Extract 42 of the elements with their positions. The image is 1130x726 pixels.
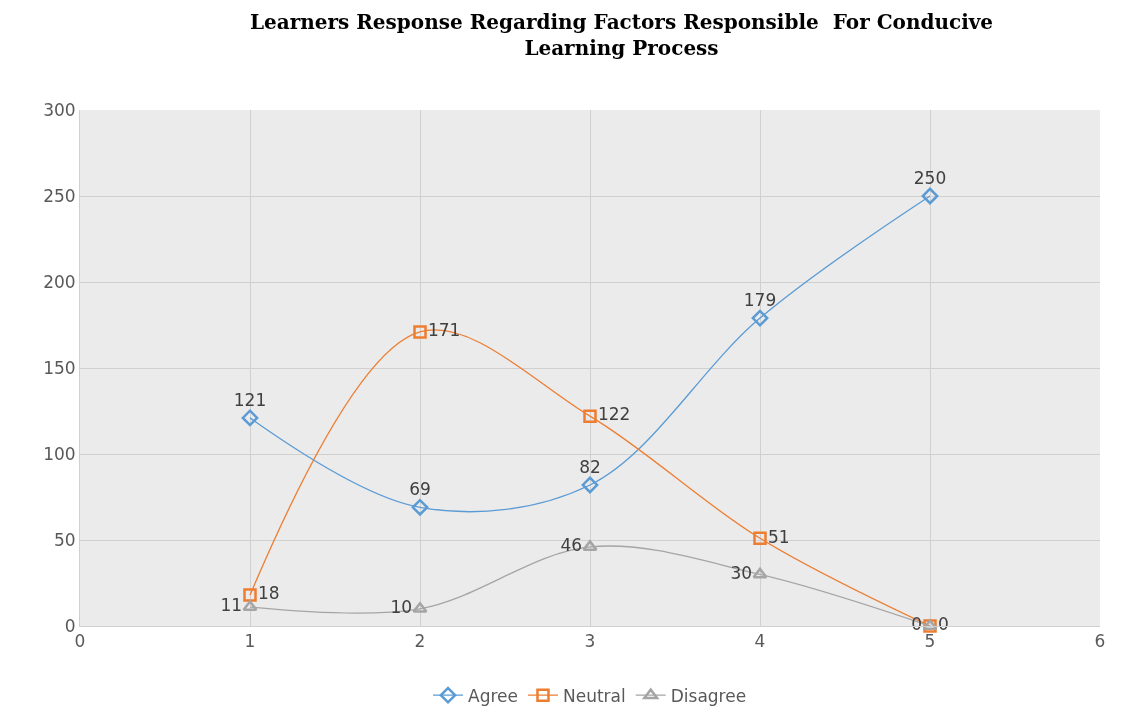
- point: [753, 531, 767, 546]
- legend-label: Neutral: [562, 685, 626, 706]
- point: [413, 325, 427, 339]
- data-label: 250: [913, 167, 947, 188]
- legend-label: Disagree: [670, 685, 747, 706]
- point: [241, 409, 259, 427]
- x-tick-label: 5: [924, 631, 936, 652]
- data-label: 82: [579, 456, 601, 477]
- y-tick-label: 0: [64, 615, 76, 636]
- x-tick-label: 4: [754, 631, 766, 652]
- point: [583, 409, 597, 423]
- point: [411, 498, 429, 516]
- data-label: 10: [390, 597, 413, 618]
- data-label: 51: [767, 526, 790, 547]
- x-tick-label: 3: [584, 631, 596, 652]
- point: [751, 309, 769, 327]
- data-label: 0: [911, 614, 923, 635]
- point: [921, 187, 939, 205]
- y-tick-label: 250: [43, 185, 76, 206]
- point: [243, 588, 257, 602]
- point: [581, 476, 599, 494]
- data-label: 46: [560, 535, 583, 556]
- y-tick-label: 300: [43, 99, 76, 120]
- data-label: 30: [730, 562, 753, 583]
- y-tick-label: 100: [43, 443, 76, 464]
- data-label: 179: [743, 289, 777, 310]
- point: [752, 567, 768, 579]
- y-tick-label: 200: [43, 271, 76, 292]
- x-tick-label: 1: [244, 631, 256, 652]
- data-label: 11: [220, 595, 243, 616]
- x-tick-label: 6: [1094, 631, 1106, 652]
- data-label: 69: [409, 479, 431, 500]
- y-tick-label: 150: [43, 357, 76, 378]
- data-label: 121: [233, 389, 267, 410]
- legend-label: Agree: [468, 685, 518, 706]
- data-label: 18: [257, 583, 280, 604]
- x-tick-label: 2: [414, 631, 426, 652]
- data-label: 122: [597, 404, 631, 425]
- data-label: 0: [937, 614, 949, 635]
- point: [242, 600, 258, 612]
- chart-title: Learners Response Regarding Factors Responsible For Conducive Learning Process: [249, 10, 994, 61]
- y-tick-label: 50: [53, 529, 76, 550]
